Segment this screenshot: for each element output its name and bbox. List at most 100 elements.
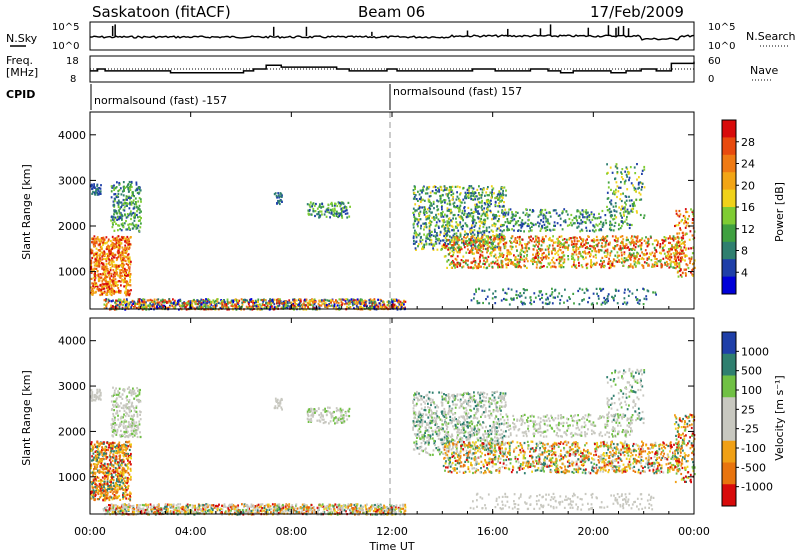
echo-cell	[537, 294, 540, 297]
echo-cell	[473, 240, 475, 243]
echo-cell	[604, 236, 607, 239]
echo-cell	[536, 221, 539, 224]
echo-cell	[292, 303, 295, 306]
echo-cell	[463, 207, 465, 210]
echo-cell	[653, 246, 656, 249]
echo-cell	[97, 244, 100, 247]
echo-cell	[486, 194, 489, 197]
echo-cell	[494, 296, 497, 299]
echo-cell	[450, 255, 452, 258]
echo-cell	[273, 306, 276, 309]
echo-cell	[475, 241, 478, 244]
echo-cell	[468, 215, 471, 218]
echo-cell	[487, 242, 489, 245]
echo-cell	[454, 263, 456, 266]
echo-cell	[456, 255, 459, 258]
echo-cell	[522, 288, 525, 291]
echo-cell	[93, 184, 95, 187]
echo-cell	[593, 239, 596, 242]
echo-cell	[102, 243, 104, 246]
echo-cell	[617, 237, 619, 240]
echo-cell	[425, 240, 427, 243]
echo-cell	[497, 192, 500, 196]
echo-cell	[520, 253, 523, 256]
echo-cell	[116, 271, 118, 274]
echo-cell	[573, 258, 576, 261]
echo-cell	[436, 248, 439, 251]
echo-cell	[116, 216, 119, 219]
echo-cell	[473, 195, 476, 198]
echo-cell	[619, 245, 622, 248]
echo-cell	[100, 262, 103, 265]
echo-cell	[483, 202, 486, 205]
echo-cell	[643, 165, 646, 169]
echo-cell	[519, 242, 522, 245]
echo-cell	[465, 251, 468, 254]
echo-cell	[425, 223, 428, 226]
echo-cell	[126, 239, 128, 242]
echo-cell	[596, 224, 599, 227]
echo-cell	[478, 257, 481, 260]
echo-cell	[598, 222, 601, 226]
echo-cell	[99, 276, 102, 279]
echo-cell	[248, 305, 251, 308]
echo-cell	[486, 206, 489, 209]
echo-cell	[91, 288, 94, 292]
echo-cell	[429, 194, 432, 198]
echo-cell	[277, 200, 280, 203]
echo-cell	[474, 206, 477, 209]
echo-cell	[671, 246, 674, 249]
echo-cell	[95, 254, 98, 257]
echo-cell	[444, 201, 446, 204]
echo-cell	[533, 245, 536, 248]
echo-cell	[414, 217, 417, 220]
echo-cell	[333, 207, 336, 210]
echo-cell	[128, 207, 131, 210]
echo-cell	[137, 200, 140, 203]
echo-cell	[639, 244, 641, 247]
echo-cell	[93, 239, 96, 242]
echo-cell	[516, 211, 519, 214]
echo-cell	[423, 225, 426, 228]
echo-cell	[390, 298, 393, 301]
echo-cell	[90, 259, 93, 262]
echo-cell	[213, 300, 216, 303]
echo-cell	[664, 244, 666, 247]
echo-cell	[683, 222, 685, 225]
echo-cell	[450, 211, 452, 214]
echo-cell	[512, 261, 515, 264]
echo-cell	[678, 215, 681, 218]
echo-cell	[128, 303, 131, 306]
echo-cell	[475, 238, 477, 241]
echo-cell	[149, 298, 152, 301]
echo-cell	[685, 268, 687, 271]
echo-cell	[537, 258, 539, 261]
echo-cell	[494, 253, 497, 256]
echo-cell	[338, 304, 341, 307]
echo-cell	[489, 236, 491, 239]
echo-cell	[333, 303, 336, 306]
echo-cell	[624, 179, 627, 182]
echo-cell	[560, 266, 563, 269]
echo-cell	[586, 216, 589, 219]
echo-cell	[610, 228, 613, 232]
echo-cell	[609, 260, 612, 263]
echo-cell	[541, 258, 543, 262]
echo-cell	[498, 205, 501, 208]
echo-cell	[103, 307, 106, 310]
echo-cell	[465, 240, 467, 243]
echo-cell	[592, 238, 595, 241]
echo-cell	[540, 239, 543, 242]
echo-cell	[678, 243, 681, 246]
echo-cell	[547, 250, 550, 254]
echo-cell	[482, 222, 485, 225]
echo-cell	[145, 301, 147, 304]
echo-cell	[117, 203, 120, 206]
echo-cell	[620, 193, 622, 196]
echo-cell	[479, 242, 481, 245]
echo-cell	[590, 239, 593, 242]
echo-cell	[678, 264, 681, 267]
echo-cell	[580, 222, 583, 225]
echo-cell	[328, 299, 330, 302]
echo-cell	[480, 196, 483, 199]
